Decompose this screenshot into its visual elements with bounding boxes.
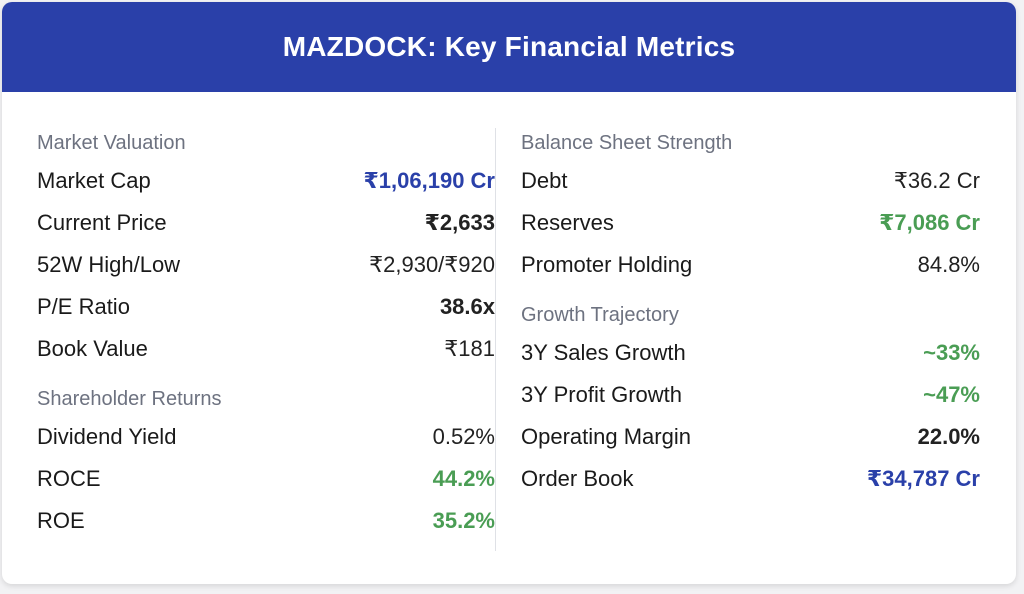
metric-row-promoter-holding: Promoter Holding 84.8% — [521, 244, 980, 286]
metric-value: 22.0% — [917, 424, 980, 449]
right-column: Balance Sheet Strength Debt ₹36.2 Cr Res… — [521, 126, 980, 500]
section-title-market-valuation: Market Valuation — [37, 132, 186, 154]
metric-value: 44.2% — [432, 466, 495, 491]
section-title-shareholder-returns: Shareholder Returns — [37, 388, 222, 410]
growth-trajectory-section: Growth Trajectory 3Y Sales Growth ~33% 3… — [521, 298, 980, 500]
metric-value: ₹34,787 Cr — [866, 466, 980, 491]
metric-label: Market Cap — [37, 168, 151, 193]
section-title-growth-trajectory: Growth Trajectory — [521, 304, 679, 326]
metric-row-operating-margin: Operating Margin 22.0% — [521, 416, 980, 458]
metric-row-roe: ROE 35.2% — [37, 500, 495, 542]
metric-row-pe-ratio: P/E Ratio 38.6x — [37, 286, 495, 328]
column-divider — [495, 128, 496, 551]
metric-row-3y-sales-growth: 3Y Sales Growth ~33% — [521, 332, 980, 374]
metric-value: 38.6x — [439, 294, 495, 319]
shareholder-returns-section: Shareholder Returns Dividend Yield 0.52%… — [37, 382, 495, 542]
metric-label: ROCE — [37, 466, 101, 491]
metric-row-3y-profit-growth: 3Y Profit Growth ~47% — [521, 374, 980, 416]
market-valuation-section: Market Valuation Market Cap ₹1,06,190 Cr… — [37, 126, 495, 370]
metric-label: Promoter Holding — [521, 252, 693, 277]
metric-value: ₹7,086 Cr — [879, 210, 980, 235]
metric-label: Order Book — [521, 466, 634, 491]
balance-sheet-section: Balance Sheet Strength Debt ₹36.2 Cr Res… — [521, 126, 980, 286]
metric-label: Operating Margin — [521, 424, 691, 449]
metric-label: ROE — [37, 508, 85, 533]
card-title: MAZDOCK: Key Financial Metrics — [282, 31, 736, 62]
metric-label: Reserves — [521, 210, 614, 235]
metric-value: ₹2,930/₹920 — [369, 252, 495, 277]
left-column: Market Valuation Market Cap ₹1,06,190 Cr… — [37, 126, 495, 542]
section-title-balance-sheet: Balance Sheet Strength — [521, 132, 733, 154]
metric-row-book-value: Book Value ₹181 — [37, 328, 495, 370]
metric-value: 84.8% — [917, 252, 980, 277]
metric-label: Book Value — [37, 336, 148, 361]
metric-row-market-cap: Market Cap ₹1,06,190 Cr — [37, 160, 495, 202]
metric-value: ~47% — [923, 382, 980, 407]
metric-label: 3Y Profit Growth — [521, 382, 682, 407]
metric-label: Dividend Yield — [37, 424, 177, 449]
metric-value: ₹181 — [444, 336, 495, 361]
metric-value: ₹36.2 Cr — [893, 168, 980, 193]
metric-value: 35.2% — [432, 508, 495, 533]
metric-row-debt: Debt ₹36.2 Cr — [521, 160, 980, 202]
metric-label: P/E Ratio — [37, 294, 130, 319]
metric-row-dividend-yield: Dividend Yield 0.52% — [37, 416, 495, 458]
metric-value: ~33% — [923, 340, 980, 365]
metric-label: 52W High/Low — [37, 252, 181, 277]
card-header: MAZDOCK: Key Financial Metrics — [2, 2, 1016, 92]
metric-label: Current Price — [37, 210, 167, 235]
metric-value: 0.52% — [432, 424, 495, 449]
metric-row-roce: ROCE 44.2% — [37, 458, 495, 500]
metric-label: Debt — [521, 168, 568, 193]
metrics-card: MAZDOCK: Key Financial Metrics Market Va… — [2, 2, 1016, 584]
metric-row-order-book: Order Book ₹34,787 Cr — [521, 458, 980, 500]
card-body: Market Valuation Market Cap ₹1,06,190 Cr… — [2, 92, 1016, 584]
metric-label: 3Y Sales Growth — [521, 340, 686, 365]
metric-row-reserves: Reserves ₹7,086 Cr — [521, 202, 980, 244]
metric-row-52w-high-low: 52W High/Low ₹2,930/₹920 — [37, 244, 495, 286]
metric-value: ₹1,06,190 Cr — [363, 168, 495, 193]
metric-value: ₹2,633 — [424, 210, 495, 235]
metric-row-current-price: Current Price ₹2,633 — [37, 202, 495, 244]
